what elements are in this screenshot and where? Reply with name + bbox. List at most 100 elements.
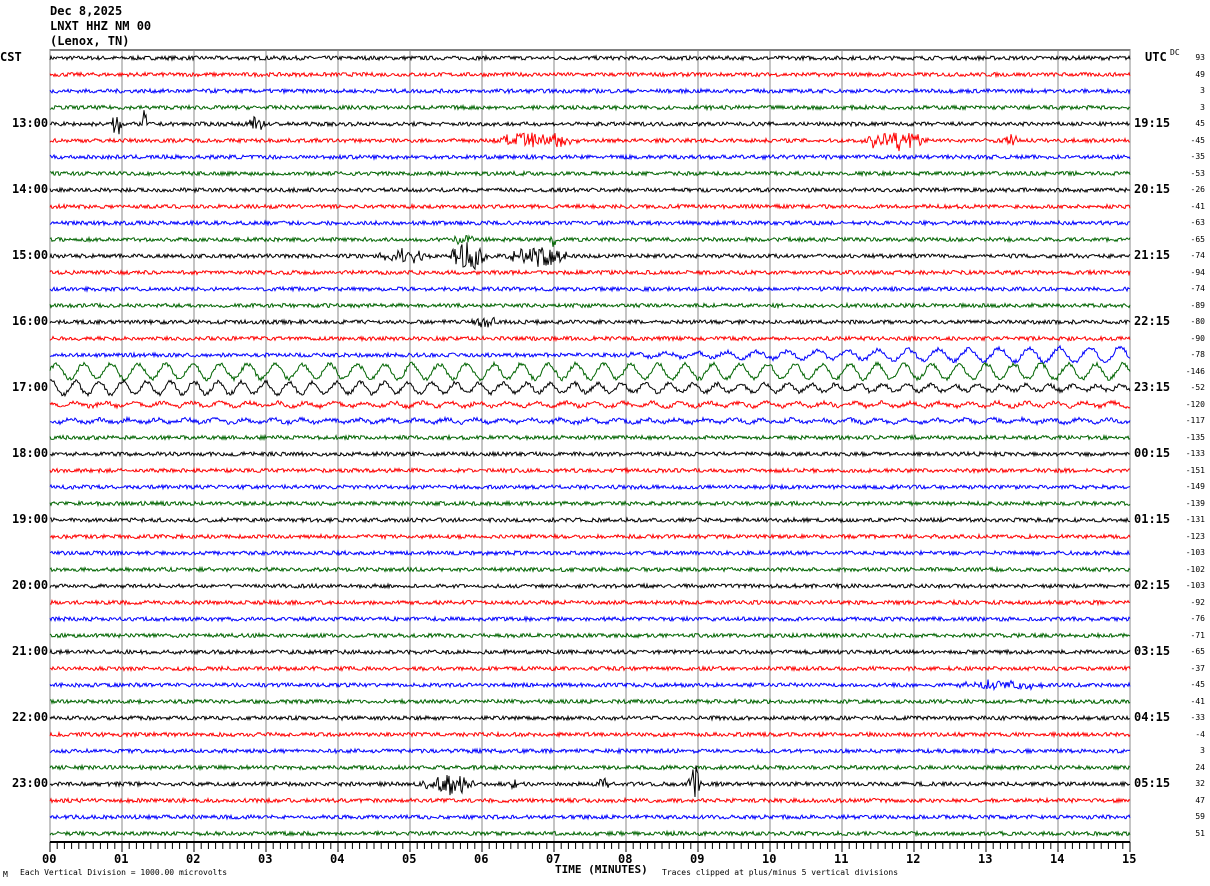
- trace-12: [49, 242, 1131, 271]
- x-tick-label: 00: [42, 852, 57, 866]
- dc-offset-value: 49: [1195, 69, 1205, 79]
- x-tick-label: 09: [690, 852, 705, 866]
- utc-time-label: 23:15: [1134, 380, 1171, 394]
- dc-offset-value: -35: [1190, 152, 1205, 161]
- x-tick-label: 06: [474, 852, 489, 866]
- clip-note: Traces clipped at plus/minus 5 vertical …: [662, 868, 899, 877]
- trace-23: [49, 433, 1131, 442]
- dc-offset-value: -146: [1185, 366, 1205, 376]
- trace-33: [49, 598, 1131, 607]
- dc-offset-value: -74: [1190, 284, 1205, 293]
- dc-offset-value: 3: [1200, 746, 1205, 755]
- trace-18: [49, 344, 1131, 365]
- trace-27: [49, 499, 1131, 508]
- footer-mark: M: [3, 870, 8, 879]
- dc-offset-value: -4: [1195, 729, 1205, 739]
- utc-time-label: 20:15: [1134, 182, 1171, 196]
- dc-offset-value: 3: [1200, 86, 1205, 95]
- location-label: (Lenox, TN): [50, 34, 130, 48]
- dc-offset-value: -78: [1190, 350, 1205, 359]
- cst-hour-label: 13:00: [12, 116, 49, 130]
- trace-10: [49, 219, 1131, 227]
- dc-offset-value: -45: [1190, 135, 1205, 145]
- plot-frame: [49, 49, 1131, 843]
- dc-offset-value: -41: [1190, 201, 1205, 211]
- dc-offset-value: -90: [1190, 333, 1205, 343]
- trace-13: [49, 268, 1131, 277]
- dc-offset-value: -103: [1185, 581, 1205, 590]
- utc-time-label: 21:15: [1134, 248, 1171, 262]
- cst-hour-label: 14:00: [12, 182, 49, 196]
- x-axis-label: TIME (MINUTES): [555, 863, 648, 876]
- x-tick-label: 03: [258, 852, 273, 866]
- trace-6: [49, 153, 1131, 161]
- trace-8: [49, 186, 1131, 194]
- trace-21: [49, 399, 1131, 410]
- trace-46: [49, 813, 1131, 821]
- x-tick-label: 08: [618, 852, 633, 866]
- cst-hour-label: 22:00: [12, 710, 49, 724]
- x-tick-label: 04: [330, 852, 345, 866]
- trace-34: [49, 615, 1131, 623]
- date-label: Dec 8,2025: [50, 4, 123, 18]
- dc-offset-value: -26: [1190, 185, 1205, 194]
- dc-offset-value: -149: [1185, 482, 1205, 491]
- cst-hour-label: 20:00: [12, 578, 49, 592]
- trace-17: [49, 334, 1131, 343]
- trace-1: [49, 70, 1131, 79]
- dc-offset-value: 3: [1200, 102, 1205, 112]
- trace-35: [49, 631, 1131, 639]
- dc-offset-value: -33: [1190, 713, 1205, 722]
- dc-offset-value: -76: [1190, 614, 1205, 623]
- trace-19: [49, 360, 1131, 383]
- x-tick-label: 05: [402, 852, 417, 866]
- dc-offset-value: -37: [1190, 663, 1205, 673]
- x-tick-label: 13: [978, 852, 993, 866]
- trace-0: [49, 54, 1131, 62]
- dc-offset-value: 32: [1195, 779, 1205, 788]
- dc-offset-value: -52: [1190, 383, 1205, 392]
- trace-29: [49, 532, 1131, 541]
- x-tick-label: 11: [834, 852, 849, 866]
- cst-hour-label: 18:00: [12, 446, 49, 460]
- dc-offset-value: 93: [1195, 53, 1205, 62]
- dc-offset-value: -41: [1190, 696, 1205, 706]
- dc-offset-value: -45: [1190, 680, 1205, 689]
- x-tick-label: 15: [1122, 852, 1137, 866]
- trace-26: [49, 483, 1131, 491]
- trace-37: [49, 664, 1131, 673]
- trace-39: [49, 697, 1131, 706]
- cst-hour-label: 16:00: [12, 314, 49, 328]
- dc-offset-value: -65: [1190, 234, 1205, 244]
- trace-38: [49, 679, 1131, 692]
- trace-22: [49, 415, 1131, 427]
- trace-2: [49, 87, 1131, 95]
- trace-41: [49, 730, 1131, 739]
- x-tick-label: 10: [762, 852, 777, 866]
- trace-43: [49, 763, 1131, 772]
- utc-time-label: 01:15: [1134, 512, 1171, 526]
- dc-offset-value: -65: [1190, 647, 1205, 656]
- dc-offset-value: 51: [1195, 828, 1205, 838]
- trace-15: [49, 301, 1131, 310]
- trace-25: [49, 466, 1130, 475]
- cst-hour-label: 15:00: [12, 248, 49, 262]
- dc-offset-value: 24: [1195, 762, 1205, 772]
- trace-3: [49, 103, 1131, 112]
- x-tick-label: 01: [114, 852, 129, 866]
- dc-offset-value: -151: [1185, 465, 1205, 475]
- trace-47: [49, 829, 1131, 838]
- x-tick-label: 02: [186, 852, 201, 866]
- dc-offset-value: -135: [1185, 432, 1205, 442]
- trace-30: [49, 549, 1131, 557]
- dc-offset-value: -74: [1190, 251, 1205, 260]
- trace-24: [49, 450, 1131, 458]
- dc-offset-value: 45: [1195, 119, 1205, 128]
- dc-offset-value: -94: [1190, 267, 1205, 277]
- x-tick-label: 07: [546, 852, 561, 866]
- trace-45: [49, 796, 1131, 805]
- trace-14: [49, 285, 1131, 293]
- dc-offset-value: -71: [1190, 630, 1205, 640]
- trace-9: [49, 202, 1131, 211]
- dc-offset-value: -133: [1185, 449, 1205, 458]
